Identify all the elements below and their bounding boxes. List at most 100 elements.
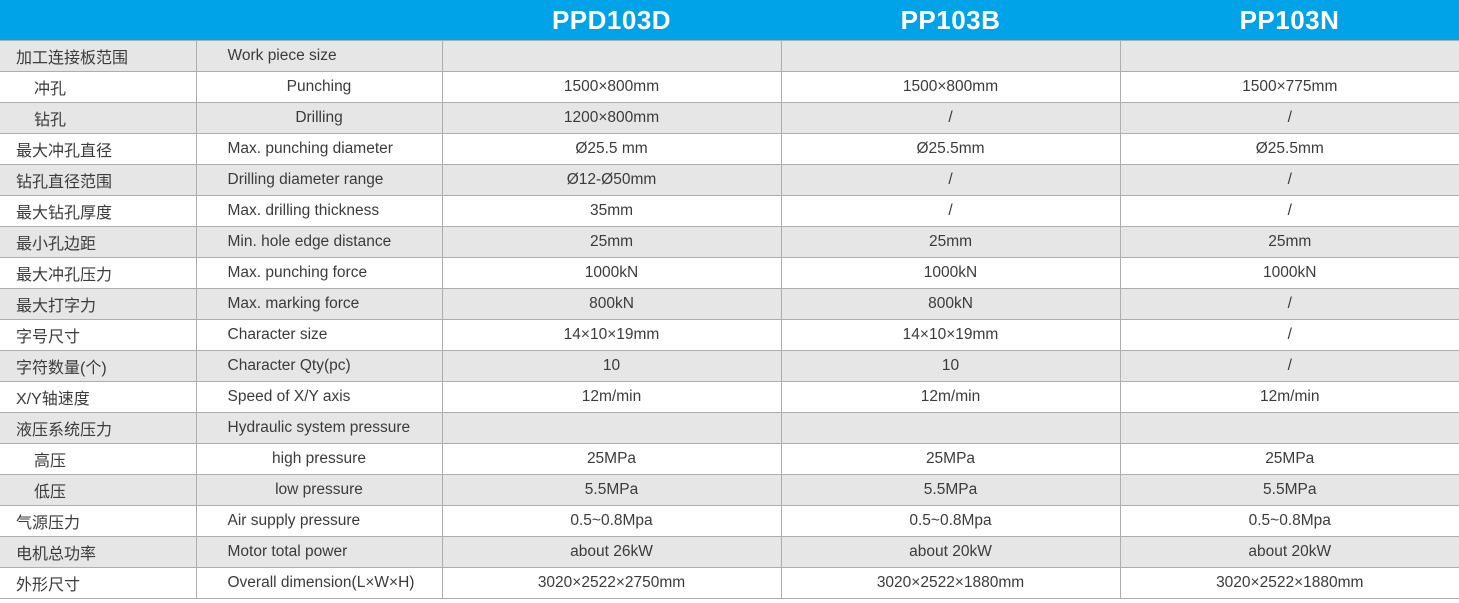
spec-value: 1500×800mm [780,71,1121,103]
spec-value: Ø25.5mm [780,133,1121,165]
spec-value: / [780,164,1121,196]
spec-value: 3020×2522×1880mm [780,567,1121,599]
table-row: 最大冲孔直径 Max. punching diameter Ø25.5 mm Ø25.… [0,133,1459,165]
table-row: 冲孔 Punching 1500×800mm 1500×800mm 1500×775mm [0,71,1459,103]
spec-value: / [1119,164,1459,196]
spec-label-en: Hydraulic system pressure [195,412,443,444]
spec-label-cn: 加工连接板范围 [0,40,197,72]
table-row: 最小孔边距 Min. hole edge distance 25mm 25mm 25mm [0,226,1459,258]
spec-value: 12m/min [441,381,782,413]
spec-value: 1500×775mm [1119,71,1459,103]
spec-value: Ø25.5mm [1119,133,1459,165]
spec-label-cn: 冲孔 [0,71,197,103]
spec-label-cn: 钻孔直径范围 [0,164,197,196]
spec-label-cn: 低压 [0,474,197,506]
spec-value: 10 [780,350,1121,382]
spec-value: / [1119,350,1459,382]
spec-label-cn: 最小孔边距 [0,226,197,258]
spec-label-cn: 最大打字力 [0,288,197,320]
spec-value: / [1119,319,1459,351]
spec-label-en: Punching [195,71,443,103]
spec-value [780,40,1121,72]
spec-label-cn: X/Y轴速度 [0,381,197,413]
header-model-pp103b: PP103B [781,0,1120,41]
spec-table-body: 加工连接板范围 Work piece size 冲孔 Punching 1500×800… [0,40,1459,599]
spec-value: 25mm [780,226,1121,258]
spec-value [1119,40,1459,72]
spec-value: 25MPa [780,443,1121,475]
header-row: PPD103D PP103B PP103N [0,0,1459,41]
table-row: 最大打字力 Max. marking force 800kN 800kN / [0,288,1459,320]
spec-label-en: Drilling [195,102,443,134]
spec-label-en: high pressure [195,443,443,475]
spec-label-en: Max. drilling thickness [195,195,443,227]
spec-value: 0.5~0.8Mpa [1119,505,1459,537]
table-row: 低压 low pressure 5.5MPa 5.5MPa 5.5MPa [0,474,1459,506]
spec-value: 25mm [1119,226,1459,258]
spec-table-header: PPD103D PP103B PP103N [0,0,1459,41]
spec-value: 3020×2522×1880mm [1119,567,1459,599]
spec-value: 25mm [441,226,782,258]
table-row: X/Y轴速度 Speed of X/Y axis 12m/min 12m/min 12m… [0,381,1459,413]
spec-label-cn: 最大冲孔直径 [0,133,197,165]
spec-value [441,40,782,72]
spec-value: / [780,102,1121,134]
table-row: 钻孔 Drilling 1200×800mm / / [0,102,1459,134]
spec-label-cn: 气源压力 [0,505,197,537]
spec-value: 1000kN [441,257,782,289]
spec-value: about 20kW [1119,536,1459,568]
spec-value [1119,412,1459,444]
table-row: 加工连接板范围 Work piece size [0,40,1459,72]
spec-value [780,412,1121,444]
spec-label-cn: 液压系统压力 [0,412,197,444]
spec-value: 12m/min [1119,381,1459,413]
spec-value: / [1119,288,1459,320]
spec-label-cn: 钻孔 [0,102,197,134]
spec-value: 1500×800mm [441,71,782,103]
spec-value: 5.5MPa [441,474,782,506]
spec-value: 1000kN [1119,257,1459,289]
table-row: 液压系统压力 Hydraulic system pressure [0,412,1459,444]
spec-label-cn: 字符数量(个) [0,350,197,382]
table-row: 高压 high pressure 25MPa 25MPa 25MPa [0,443,1459,475]
spec-value: Ø25.5 mm [441,133,782,165]
table-row: 电机总功率 Motor total power about 26kW about 20… [0,536,1459,568]
spec-label-en: Character Qty(pc) [195,350,443,382]
spec-label-en: Speed of X/Y axis [195,381,443,413]
spec-value: 800kN [780,288,1121,320]
table-row: 气源压力 Air supply pressure 0.5~0.8Mpa 0.5~0.8… [0,505,1459,537]
table-row: 外形尺寸 Overall dimension(L×W×H) 3020×2522×27… [0,567,1459,599]
table-row: 最大冲孔压力 Max. punching force 1000kN 1000kN 100… [0,257,1459,289]
spec-value: 3020×2522×2750mm [441,567,782,599]
spec-label-en: Overall dimension(L×W×H) [195,567,443,599]
spec-value [441,412,782,444]
spec-value: 25MPa [1119,443,1459,475]
table-row: 字符数量(个) Character Qty(pc) 10 10/ [0,350,1459,382]
table-row: 最大钻孔厚度 Max. drilling thickness 35mm / / [0,195,1459,227]
spec-label-en: Max. punching diameter [195,133,443,165]
spec-value: / [780,195,1121,227]
spec-value: / [1119,102,1459,134]
spec-label-cn: 字号尺寸 [0,319,197,351]
spec-value: / [1119,195,1459,227]
spec-label-en: Work piece size [195,40,443,72]
table-row: 钻孔直径范围 Drilling diameter range Ø12-Ø50mm / / [0,164,1459,196]
spec-label-cn: 最大冲孔压力 [0,257,197,289]
spec-label-en: Max. punching force [195,257,443,289]
header-blank-en [196,0,442,41]
spec-label-en: Motor total power [195,536,443,568]
header-blank-cn [0,0,196,41]
spec-value: 1000kN [780,257,1121,289]
table-row: 字号尺寸 Character size 14×10×19mm 14×10×19mm / [0,319,1459,351]
spec-label-cn: 高压 [0,443,197,475]
spec-label-en: Max. marking force [195,288,443,320]
spec-value: 0.5~0.8Mpa [780,505,1121,537]
spec-value: 5.5MPa [780,474,1121,506]
spec-value: about 20kW [780,536,1121,568]
spec-value: 35mm [441,195,782,227]
spec-label-cn: 外形尺寸 [0,567,197,599]
spec-label-en: Min. hole edge distance [195,226,443,258]
spec-value: 5.5MPa [1119,474,1459,506]
